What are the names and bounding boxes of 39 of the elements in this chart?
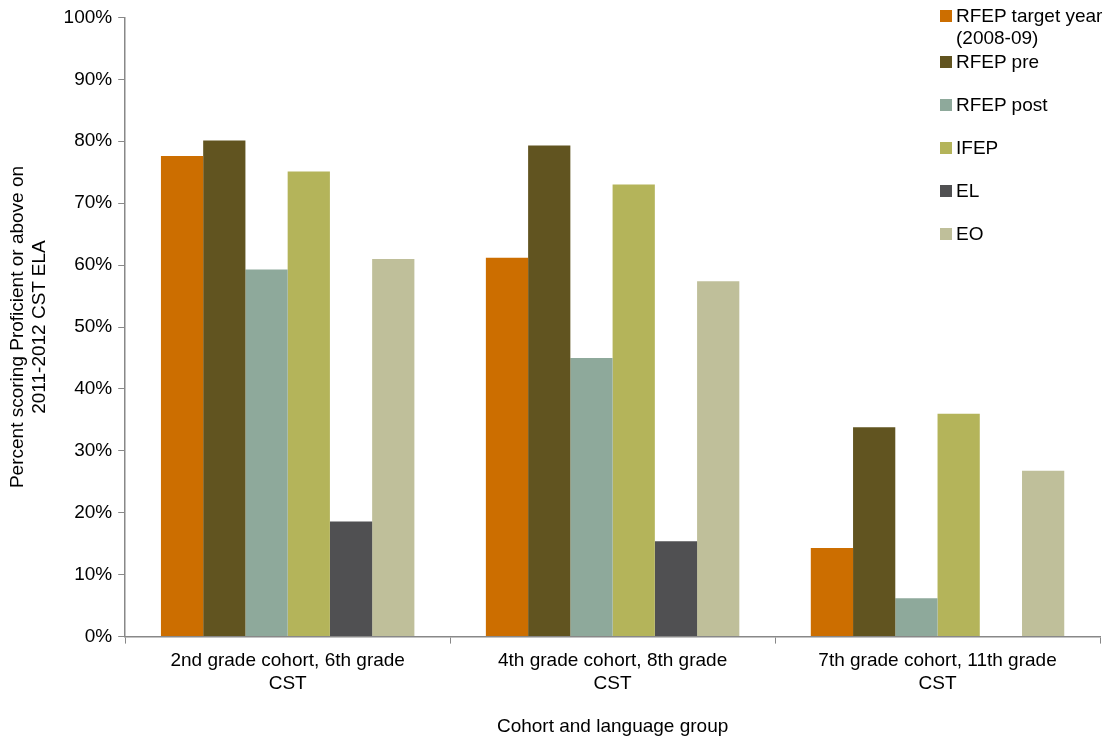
legend-label: RFEP post [956, 94, 1048, 116]
y-tick-label: 80% [74, 129, 113, 151]
y-tick-label: 60% [74, 253, 113, 275]
legend-label: RFEP target year (2008-09) [956, 5, 1104, 49]
x-axis-title: Cohort and language group [496, 714, 729, 736]
bar [612, 184, 655, 637]
y-tick-label: 10% [74, 562, 113, 584]
bar [329, 521, 373, 637]
bar [810, 548, 854, 637]
bar [654, 541, 698, 637]
bar [528, 145, 571, 637]
y-tick-label: 20% [74, 500, 113, 522]
y-axis-title: Percent scoring Proficient or above on 2011-2012 CST ELA [5, 165, 50, 489]
y-tick-label: 70% [74, 191, 113, 213]
bar [697, 281, 740, 637]
y-tick-label: 100% [63, 5, 113, 27]
bar [372, 258, 415, 637]
y-tick-label: 40% [74, 377, 113, 399]
bar [203, 140, 246, 637]
legend-label: EO [956, 223, 984, 245]
bar [937, 413, 980, 637]
bar [160, 156, 204, 637]
y-tick-label: 90% [74, 67, 113, 89]
bar [1022, 470, 1065, 637]
bar [853, 427, 896, 637]
x-tick-label: 2nd grade cohort, 6th grade CST [170, 649, 405, 694]
legend-label: EL [956, 180, 980, 202]
bar [287, 171, 330, 637]
x-tick-label: 4th grade cohort, 8th grade CST [497, 649, 728, 694]
y-tick-label: 0% [84, 624, 113, 646]
x-tick-label: 7th grade cohort, 11th grade CST [818, 649, 1057, 694]
bar [245, 269, 288, 637]
legend-label: RFEP pre [956, 51, 1040, 73]
bar [485, 257, 529, 637]
legend-label: IFEP [956, 137, 999, 159]
y-tick-label: 50% [74, 315, 113, 337]
bar [570, 357, 613, 637]
bar [895, 598, 938, 637]
y-tick-label: 30% [74, 439, 113, 461]
